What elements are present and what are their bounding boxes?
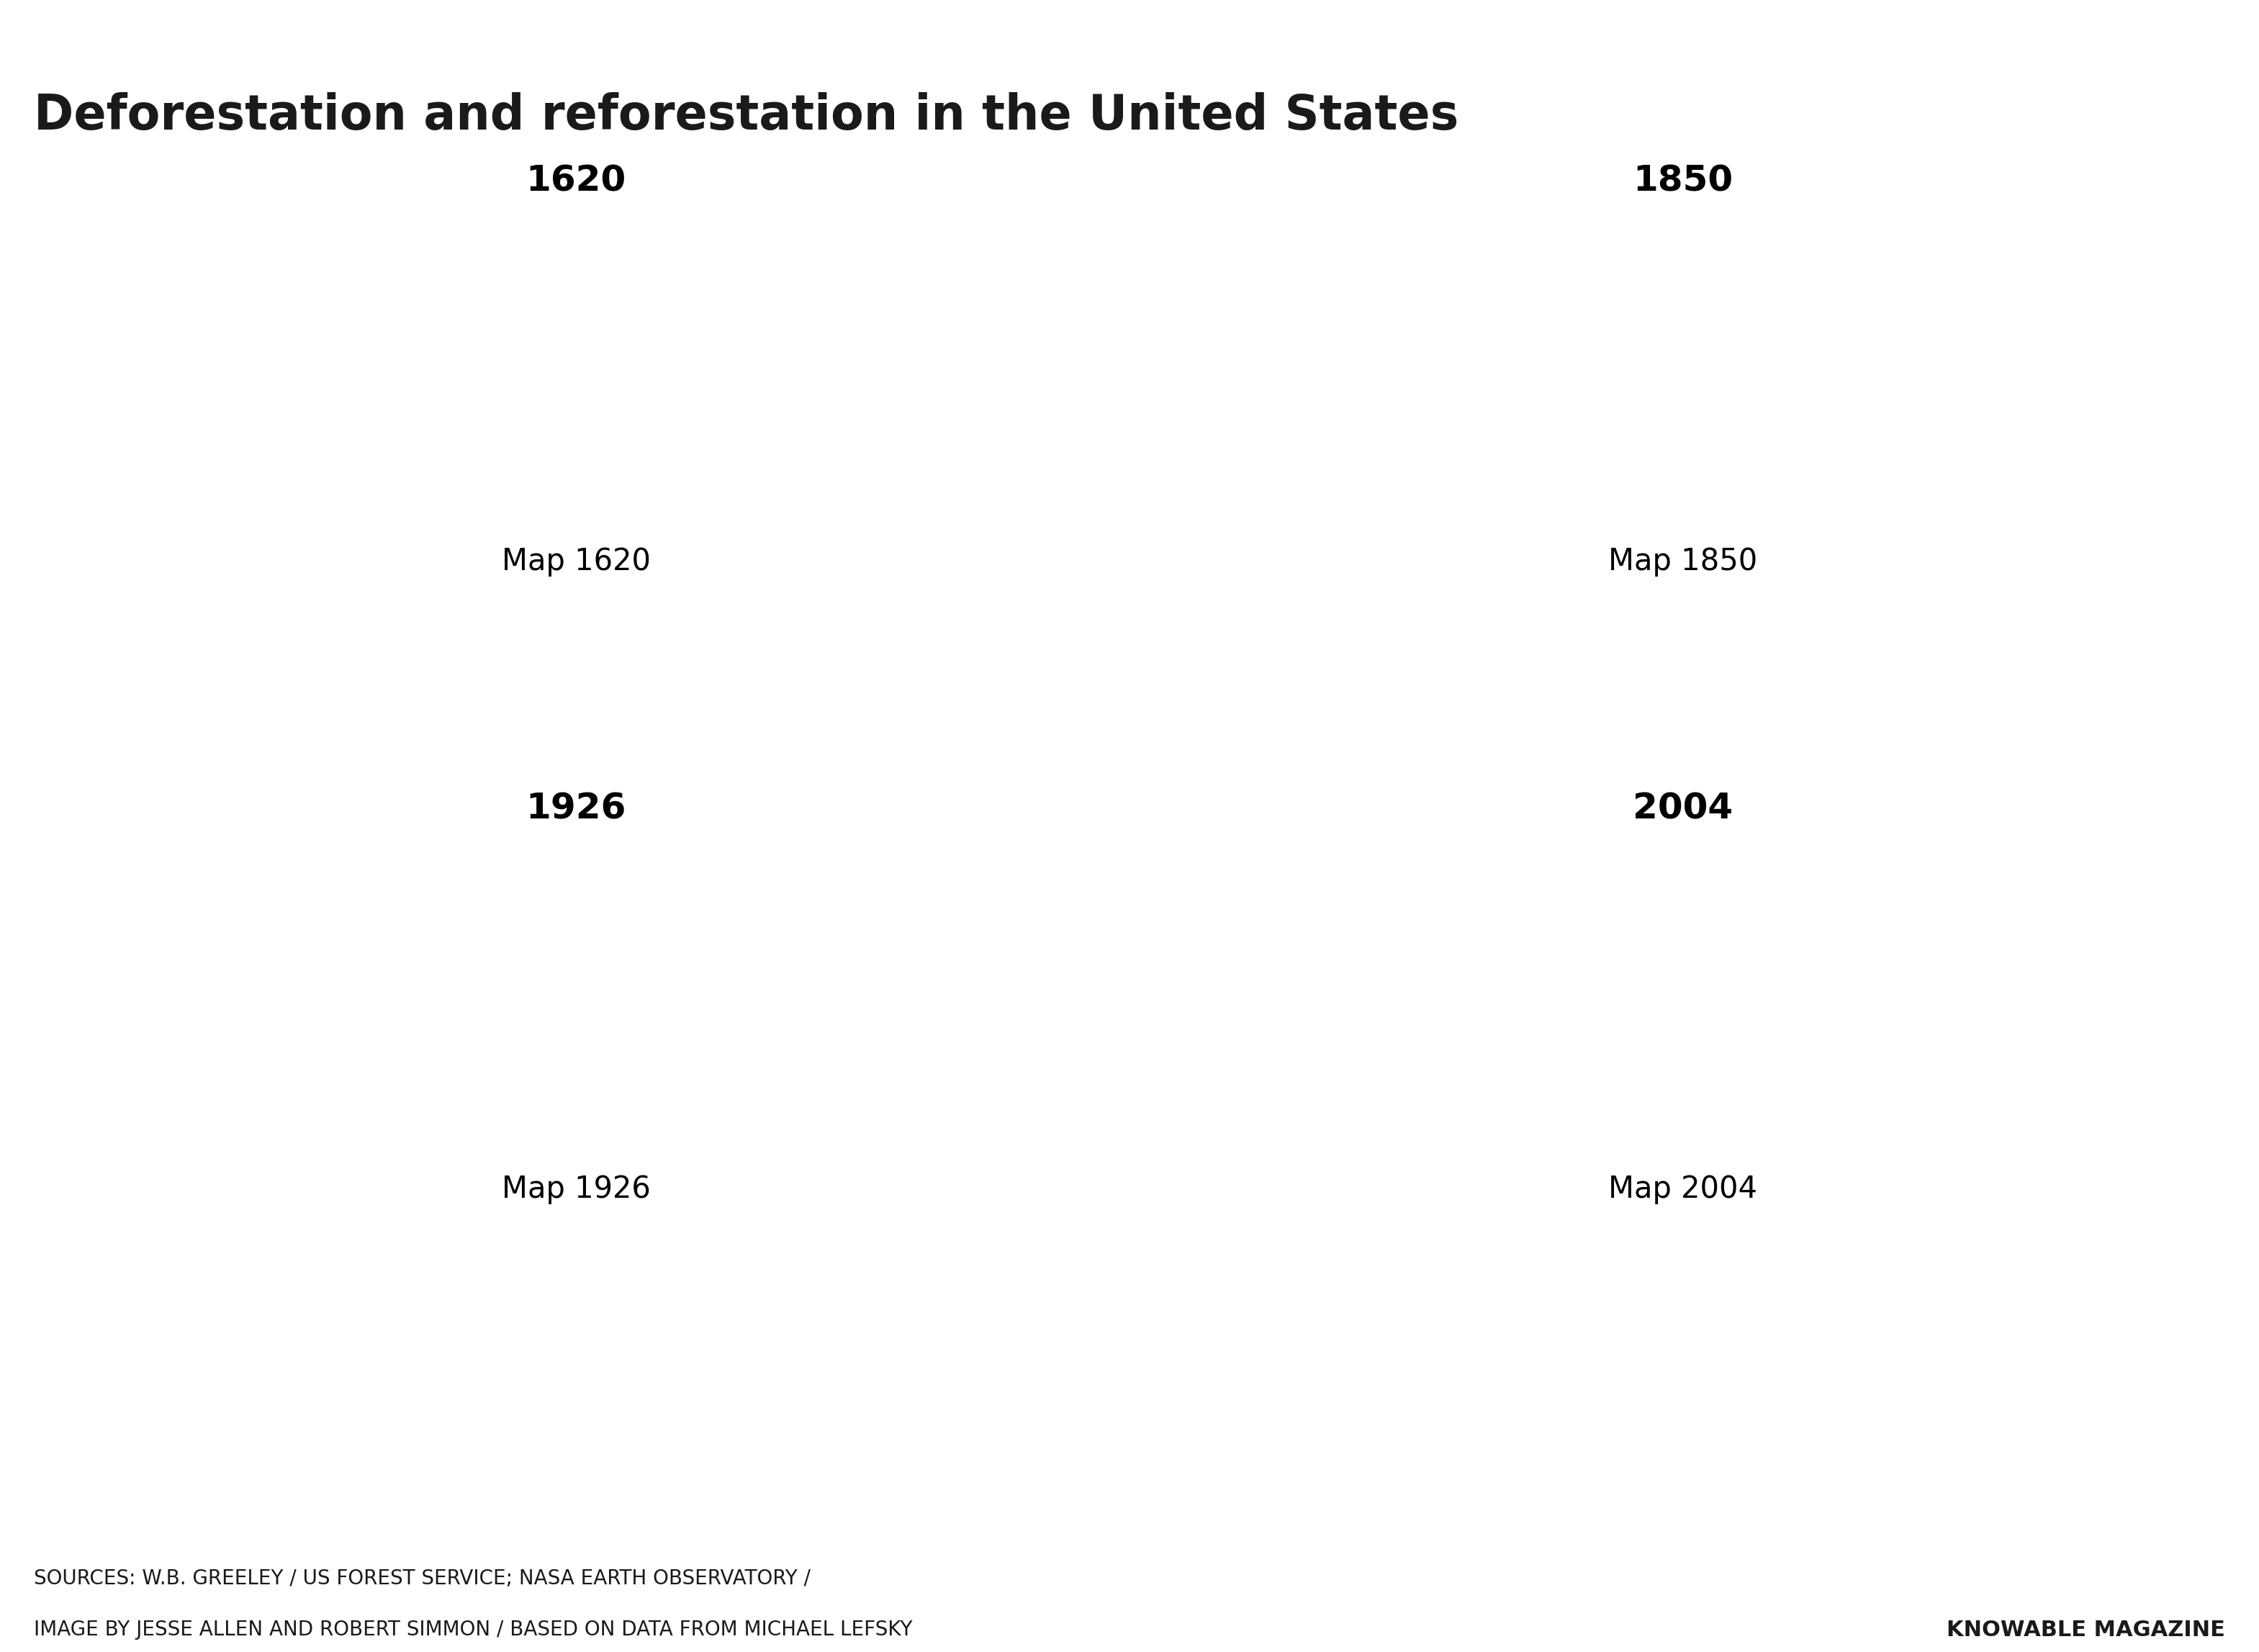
Title: 1620: 1620 [526,164,626,198]
Text: Map 1620: Map 1620 [501,547,651,577]
Title: 2004: 2004 [1633,791,1733,826]
Title: 1926: 1926 [526,791,626,826]
Text: Map 1926: Map 1926 [501,1175,651,1204]
Text: KNOWABLE MAGAZINE: KNOWABLE MAGAZINE [1947,1619,2225,1640]
Text: SOURCES: W.B. GREELEY / US FOREST SERVICE; NASA EARTH OBSERVATORY /: SOURCES: W.B. GREELEY / US FOREST SERVIC… [34,1569,811,1589]
Text: Map 1850: Map 1850 [1608,547,1758,577]
Text: IMAGE BY JESSE ALLEN AND ROBERT SIMMON / BASED ON DATA FROM MICHAEL LEFSKY: IMAGE BY JESSE ALLEN AND ROBERT SIMMON /… [34,1619,913,1640]
Text: Map 2004: Map 2004 [1608,1175,1758,1204]
Text: Deforestation and reforestation in the United States: Deforestation and reforestation in the U… [34,93,1459,139]
Title: 1850: 1850 [1633,164,1733,198]
